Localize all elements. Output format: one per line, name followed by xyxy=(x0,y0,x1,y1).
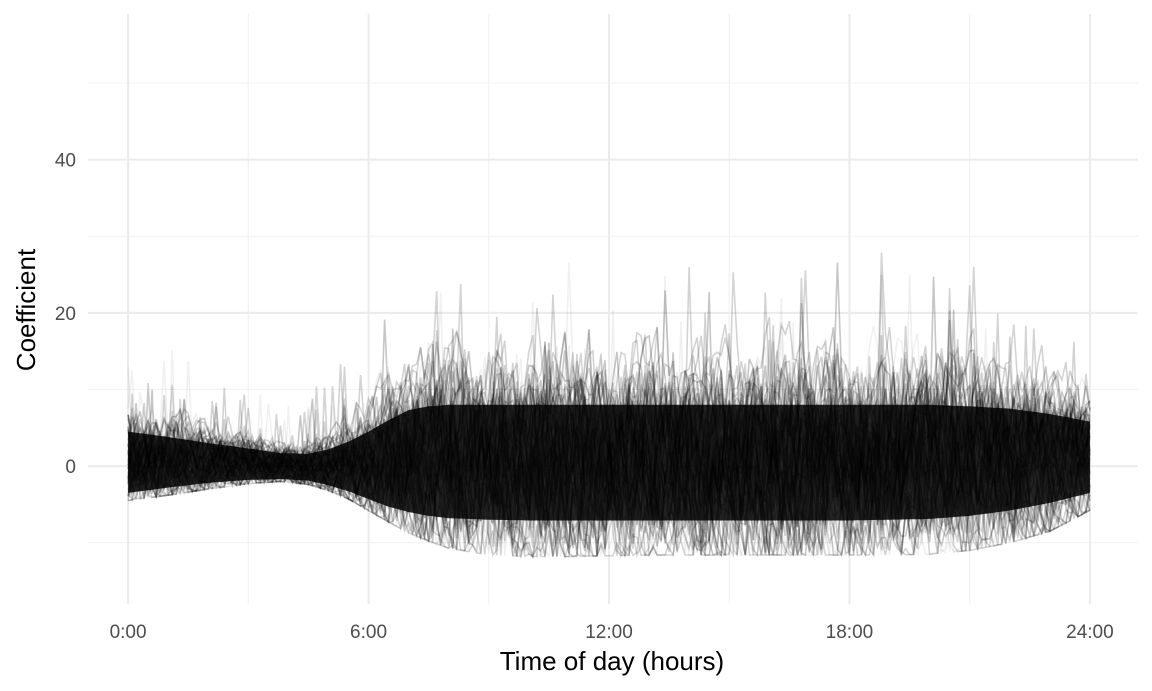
x-tick-label: 18:00 xyxy=(826,622,874,643)
tick-layer: 0:00 6:00 12:00 18:00 24:00 0 20 40 xyxy=(55,151,1114,643)
x-axis-title: Time of day (hours) xyxy=(500,646,724,676)
y-tick-label: 40 xyxy=(55,151,76,172)
series-layer xyxy=(127,252,1091,560)
x-tick-label: 12:00 xyxy=(585,622,633,643)
dense-core-band xyxy=(128,404,1090,521)
y-axis-title: Coefficient xyxy=(11,248,41,371)
x-tick-label: 6:00 xyxy=(350,622,387,643)
y-tick-label: 20 xyxy=(55,304,76,325)
x-tick-label: 24:00 xyxy=(1066,622,1114,643)
x-tick-label: 0:00 xyxy=(110,622,147,643)
y-tick-label: 0 xyxy=(65,457,76,478)
